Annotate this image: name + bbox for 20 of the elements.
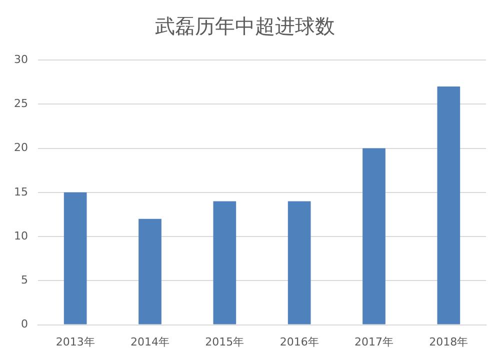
bar [362, 148, 386, 324]
y-tick-label: 10 [14, 229, 28, 242]
x-tick-label: 2014年 [130, 335, 170, 348]
y-tick-label: 5 [20, 274, 28, 287]
y-tick-label: 25 [14, 96, 28, 110]
x-tick-label: 2015年 [205, 335, 244, 348]
bar [138, 218, 162, 324]
x-tick-label: 2018年 [429, 335, 468, 348]
bar [213, 201, 236, 324]
y-tick-label: 15 [14, 185, 28, 198]
y-tick-label: 0 [20, 318, 28, 331]
y-tick-label: 30 [14, 52, 28, 66]
x-tick-label: 2013年 [56, 335, 95, 348]
y-tick-label: 20 [14, 141, 28, 154]
bar [437, 86, 460, 324]
bar [288, 201, 311, 324]
x-tick-label: 2017年 [354, 335, 394, 348]
x-tick-label: 2016年 [280, 335, 319, 348]
chart-title: 武磊历年中超进球数 [155, 14, 335, 38]
bar [64, 192, 87, 324]
